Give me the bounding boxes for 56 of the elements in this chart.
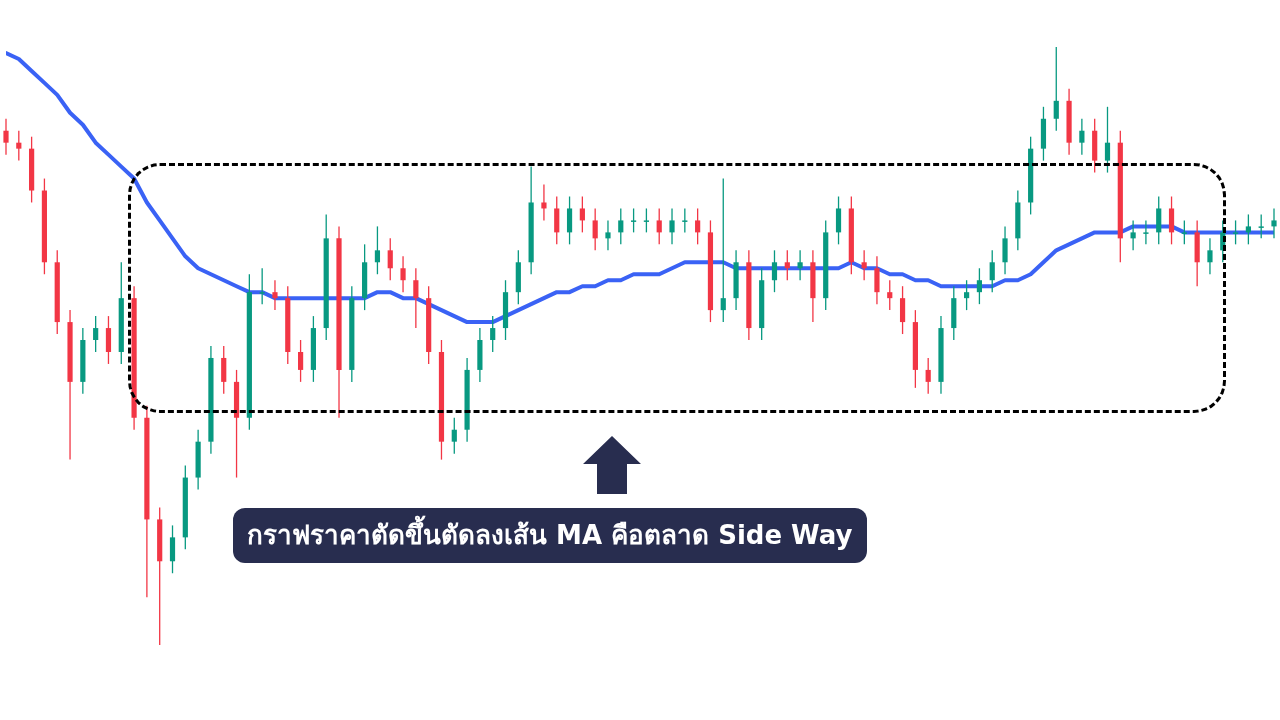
candlestick: [374, 225, 381, 275]
candlestick: [835, 195, 842, 245]
candlestick: [643, 207, 649, 234]
candlestick: [1258, 213, 1264, 240]
candlestick: [1181, 219, 1187, 245]
candlestick: [1271, 207, 1277, 240]
candlestick: [259, 267, 265, 305]
candlestick: [272, 279, 278, 311]
candlestick: [413, 267, 419, 329]
candlestick: [925, 357, 931, 395]
candlestick: [451, 417, 457, 455]
candlestick: [618, 207, 624, 245]
candlestick: [221, 345, 227, 395]
candlestick: [490, 315, 496, 353]
candlestick: [605, 219, 611, 251]
candlestick: [887, 279, 893, 311]
annotation: กราฟราคาตัดขึ้นตัดลงเส้น MA คือตลาด Side Way: [233, 508, 867, 563]
candlestick: [861, 249, 867, 281]
candlestick: [797, 249, 803, 281]
candlestick: [874, 255, 880, 305]
candlestick: [1232, 219, 1239, 245]
candlestick: [592, 207, 598, 251]
candlestick: [1245, 213, 1251, 245]
candlestick: [1079, 118, 1085, 156]
candlestick: [566, 195, 573, 245]
candlestick: [1156, 195, 1162, 245]
candlestick: [631, 207, 637, 234]
candlestick: [784, 249, 790, 281]
candlestick: [554, 195, 560, 245]
candlestick: [169, 524, 176, 574]
candlestick: [400, 255, 406, 293]
candlestick: [771, 249, 778, 293]
candlestick: [1002, 225, 1008, 275]
candlestick: [656, 207, 662, 245]
candlestick: [1143, 219, 1149, 245]
candlestick: [1053, 46, 1059, 132]
candlestick: [1130, 219, 1136, 251]
candlestick: [1207, 237, 1213, 275]
candlestick: [105, 315, 112, 365]
candlestick: [695, 207, 701, 245]
candlestick: [541, 183, 547, 222]
candlestick: [669, 207, 675, 245]
candlestick: [93, 315, 99, 353]
candlestick: [682, 207, 688, 234]
candlestick: [964, 279, 970, 311]
candlestick: [3, 118, 9, 156]
candlestick: [899, 285, 906, 335]
candlestick: [16, 130, 22, 162]
candlestick: [579, 195, 585, 234]
candlestick: [387, 237, 393, 281]
candlestick: [1168, 195, 1175, 245]
candlestick: [297, 339, 304, 383]
candlestick: [976, 267, 983, 305]
candlestick: [720, 177, 726, 323]
candlestick: [989, 249, 995, 293]
candlestick: [1104, 106, 1111, 174]
